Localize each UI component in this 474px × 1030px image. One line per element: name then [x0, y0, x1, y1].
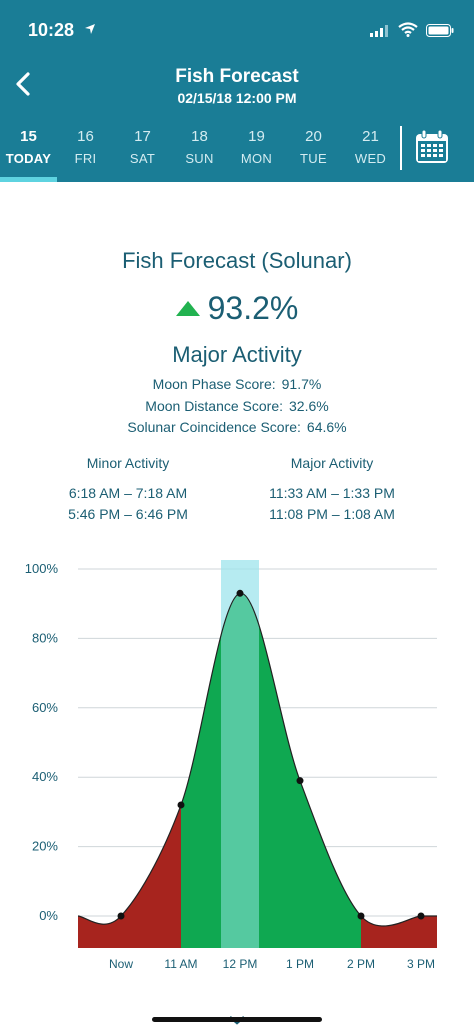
tab-day-1[interactable]: 16 FRI	[57, 118, 114, 182]
score-value: 64.6%	[306, 419, 347, 435]
forecast-score-row: 93.2%	[0, 290, 474, 327]
x-tick-label: 12 PM	[223, 957, 258, 971]
back-button[interactable]	[8, 66, 38, 102]
day-name: MON	[240, 151, 273, 166]
tab-day-4[interactable]: 19 MON	[228, 118, 285, 182]
tab-day-5[interactable]: 20 TUE	[285, 118, 342, 182]
triangle-up-icon	[175, 301, 200, 316]
moon-phase-score: Moon Phase Score: 91.7%	[0, 376, 474, 392]
tab-divider	[400, 126, 402, 170]
x-tick-label: 11 AM	[164, 957, 197, 971]
x-tick-label: 1 PM	[286, 957, 314, 971]
data-point	[117, 912, 125, 920]
tab-day-6[interactable]: 21 WED	[342, 118, 399, 182]
page-subtitle: 02/15/18 12:00 PM	[177, 90, 297, 106]
data-point	[236, 589, 244, 597]
y-tick-label: 20%	[32, 839, 58, 854]
major-activity-time: 11:33 AM – 1:33 PM	[269, 485, 395, 501]
low-activity-area	[361, 916, 437, 948]
forecast-score: 93.2%	[207, 290, 299, 326]
day-name: WED	[354, 151, 387, 166]
data-point	[357, 912, 365, 920]
y-tick-label: 60%	[32, 700, 58, 715]
y-tick-label: 0%	[39, 908, 58, 923]
minor-activity-heading: Minor Activity	[86, 455, 170, 471]
day-number: 17	[134, 128, 151, 145]
minor-activity-time: 6:18 AM – 7:18 AM	[68, 485, 188, 501]
x-tick-label: Now	[109, 957, 133, 971]
activity-label: Major Activity	[172, 342, 302, 367]
status-time: 10:28	[28, 20, 75, 40]
day-number: 15	[20, 128, 37, 145]
day-number: 21	[362, 128, 379, 145]
forecast-title: Fish Forecast (Solunar)	[122, 248, 352, 273]
score-label: Solunar Coincidence Score:	[127, 419, 301, 435]
current-time-area	[221, 593, 259, 948]
day-number: 19	[248, 128, 265, 145]
day-number: 16	[77, 128, 94, 145]
score-value: 32.6%	[289, 398, 329, 414]
low-activity-area	[78, 804, 181, 948]
day-name: TODAY	[5, 151, 52, 166]
day-tabs: 15 TODAY 16 FRI 17 SAT 18 SUN 19 MON 20 …	[0, 118, 400, 182]
solunar-coincidence-score: Solunar Coincidence Score: 64.6%	[0, 419, 474, 435]
wifi-icon	[398, 22, 418, 42]
location-arrow-icon	[84, 22, 96, 40]
y-tick-label: 40%	[32, 769, 58, 784]
day-number: 20	[305, 128, 322, 145]
major-activity-time: 11:08 PM – 1:08 AM	[269, 506, 395, 522]
minor-activity-time: 5:46 PM – 6:46 PM	[68, 506, 188, 522]
day-name: FRI	[74, 151, 97, 166]
data-point	[177, 801, 185, 809]
y-tick-label: 100%	[25, 561, 59, 576]
tab-day-0[interactable]: 15 TODAY	[0, 118, 57, 182]
tab-day-3[interactable]: 18 SUN	[171, 118, 228, 182]
data-point	[417, 912, 425, 920]
header-bar: 10:28 Fish Forecast 02/15/18 12:00 P	[0, 0, 474, 182]
chevron-left-icon	[16, 72, 30, 96]
moon-distance-score: Moon Distance Score: 32.6%	[0, 398, 474, 414]
calendar-button[interactable]	[414, 129, 450, 170]
day-name: TUE	[300, 151, 327, 166]
x-tick-label: 3 PM	[407, 957, 435, 971]
day-number: 18	[191, 128, 208, 145]
home-indicator[interactable]	[152, 1017, 322, 1022]
major-activity-heading: Major Activity	[290, 455, 374, 471]
battery-icon	[426, 24, 454, 42]
data-point	[296, 777, 304, 785]
score-label: Moon Distance Score:	[145, 398, 284, 414]
page-title: Fish Forecast	[175, 66, 299, 87]
score-value: 91.7%	[281, 376, 322, 392]
y-tick-label: 80%	[32, 630, 58, 645]
activity-chart: 0% 20% 40% 60% 80% 100% Now 11 AM 12 PM 1 PM 2 PM…	[25, 560, 437, 971]
x-tick-label: 2 PM	[347, 957, 375, 971]
day-name: SAT	[129, 151, 156, 166]
calendar-icon	[416, 129, 448, 163]
cellular-signal-icon	[370, 24, 390, 42]
score-label: Moon Phase Score:	[152, 376, 276, 392]
tab-day-2[interactable]: 17 SAT	[114, 118, 171, 182]
day-name: SUN	[185, 151, 214, 166]
